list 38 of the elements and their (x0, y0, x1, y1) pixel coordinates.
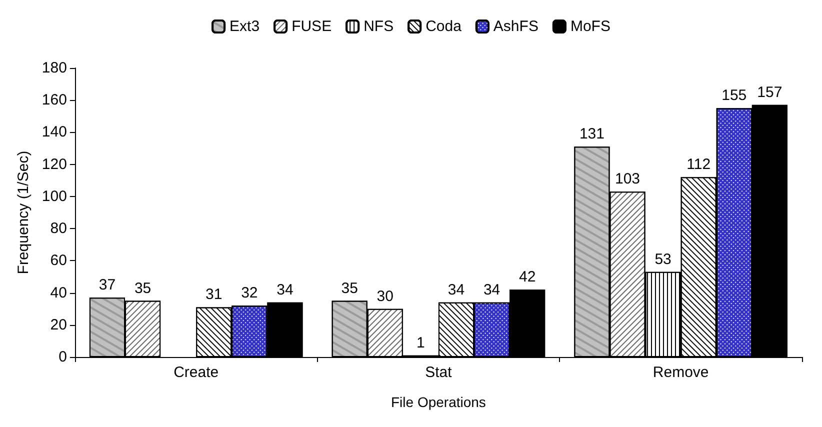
data-label: 53 (654, 250, 672, 268)
data-label: 131 (579, 126, 604, 143)
y-tick-label: 100 (42, 188, 67, 205)
legend-label: AshFS (493, 18, 538, 35)
data-label: 112 (686, 156, 711, 174)
data-label: 30 (376, 288, 394, 305)
legend-label: NFS (364, 18, 394, 35)
y-tick-label: 0 (58, 348, 67, 366)
data-label: 42 (518, 268, 536, 286)
y-tick-label: 60 (50, 252, 67, 270)
data-label: 32 (241, 284, 258, 302)
x-tick-label: Create (174, 364, 219, 381)
data-label: 34 (276, 281, 294, 298)
data-label: 31 (206, 286, 222, 304)
y-tick-label: 140 (42, 124, 67, 141)
x-tick-label: Remove (652, 364, 709, 381)
y-tick-label: 40 (50, 284, 67, 302)
legend-label: MoFS (570, 18, 610, 35)
x-axis-title: File Operations (390, 394, 486, 410)
data-label: 157 (757, 84, 782, 101)
y-tick-label: 80 (50, 220, 67, 238)
y-tick-label: 160 (42, 92, 67, 109)
x-tick-label: Stat (425, 364, 453, 381)
data-label: 34 (483, 281, 500, 298)
y-tick-label: 180 (42, 60, 67, 76)
data-label: 34 (448, 281, 465, 298)
data-label: 35 (134, 280, 152, 297)
data-label: 37 (98, 276, 116, 294)
legend-label: FUSE (292, 18, 332, 35)
legend-label: Coda (426, 18, 462, 35)
legend-label: Ext3 (230, 18, 260, 35)
y-tick-label: 20 (50, 316, 67, 334)
y-tick-label: 120 (42, 156, 67, 173)
data-label: 1 (416, 334, 425, 352)
y-axis-title: Frequency (1/Sec) (15, 150, 32, 274)
data-label: 35 (341, 280, 358, 297)
data-label: 103 (614, 170, 640, 188)
data-label: 155 (722, 87, 747, 104)
